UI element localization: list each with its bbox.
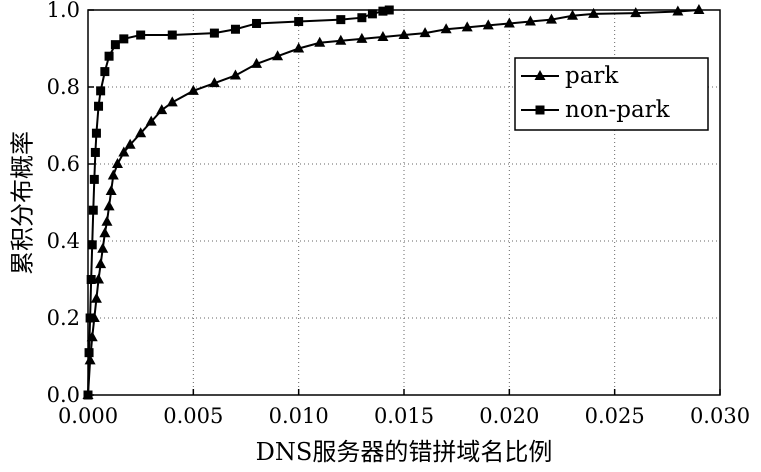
legend-label: park [565,63,619,89]
marker [461,21,473,32]
marker [103,200,115,211]
marker [209,28,219,38]
marker [398,29,410,40]
marker [119,34,129,44]
marker [356,32,368,43]
marker [693,4,705,14]
x-tick-label: 0.030 [690,404,750,428]
y-axis-label: 累积分布概率 [9,131,37,275]
marker [535,105,545,115]
marker [90,147,100,157]
marker [124,138,136,149]
marker [482,19,494,30]
marker [86,275,96,284]
marker [89,174,99,184]
marker [384,5,394,15]
marker [230,24,240,34]
marker [96,86,106,96]
marker [107,169,119,180]
marker [187,84,199,95]
marker [252,18,262,28]
marker [84,348,94,358]
marker [208,77,220,88]
x-tick-label: 0.025 [585,404,645,428]
marker [630,7,642,18]
marker [314,36,326,47]
x-tick-label: 0.015 [374,404,434,428]
legend-label: non-park [565,97,671,123]
marker [378,6,388,16]
marker [294,17,304,27]
marker [156,104,168,115]
marker [87,240,97,250]
marker [95,258,107,269]
marker [567,9,579,20]
marker [91,128,101,138]
marker [135,127,147,138]
marker [90,292,102,303]
marker [545,13,557,24]
marker [229,69,241,80]
marker [251,57,263,68]
marker [100,67,110,77]
y-tick-label: 0.4 [47,229,80,253]
marker [167,30,177,40]
marker [166,96,178,107]
marker [419,27,431,38]
x-axis-label: DNS服务器的错拼域名比例 [256,438,553,466]
marker [272,50,284,61]
marker [136,30,146,40]
marker [99,227,111,238]
marker [377,30,389,41]
x-tick-label: 0.010 [269,404,329,428]
marker [357,13,367,23]
x-tick-label: 0.000 [58,404,118,428]
marker [336,15,346,25]
marker [104,51,114,61]
legend-box [514,57,709,131]
marker [93,273,105,284]
marker [335,34,347,45]
marker [85,313,95,323]
marker [110,40,120,50]
y-tick-label: 0.8 [47,75,80,99]
y-tick-label: 1.0 [47,0,80,22]
series-line [87,9,390,396]
marker [588,7,600,18]
x-tick-label: 0.020 [479,404,539,428]
marker [94,101,104,111]
y-tick-label: 0.2 [47,306,80,330]
marker [83,390,93,400]
marker [672,5,684,16]
marker [118,146,130,157]
marker [105,184,117,195]
marker [97,242,109,253]
y-tick-label: 0.6 [47,152,80,176]
x-tick-label: 0.005 [163,404,223,428]
plot-frame [87,9,721,396]
marker [534,70,546,80]
marker [293,42,305,53]
marker [101,215,113,226]
marker [524,15,536,26]
marker [503,17,515,28]
marker [84,354,96,365]
marker [440,23,452,34]
y-tick-label: 0.0 [47,383,80,407]
marker [145,115,157,126]
marker [88,205,98,215]
marker [111,158,123,168]
marker [367,9,377,19]
